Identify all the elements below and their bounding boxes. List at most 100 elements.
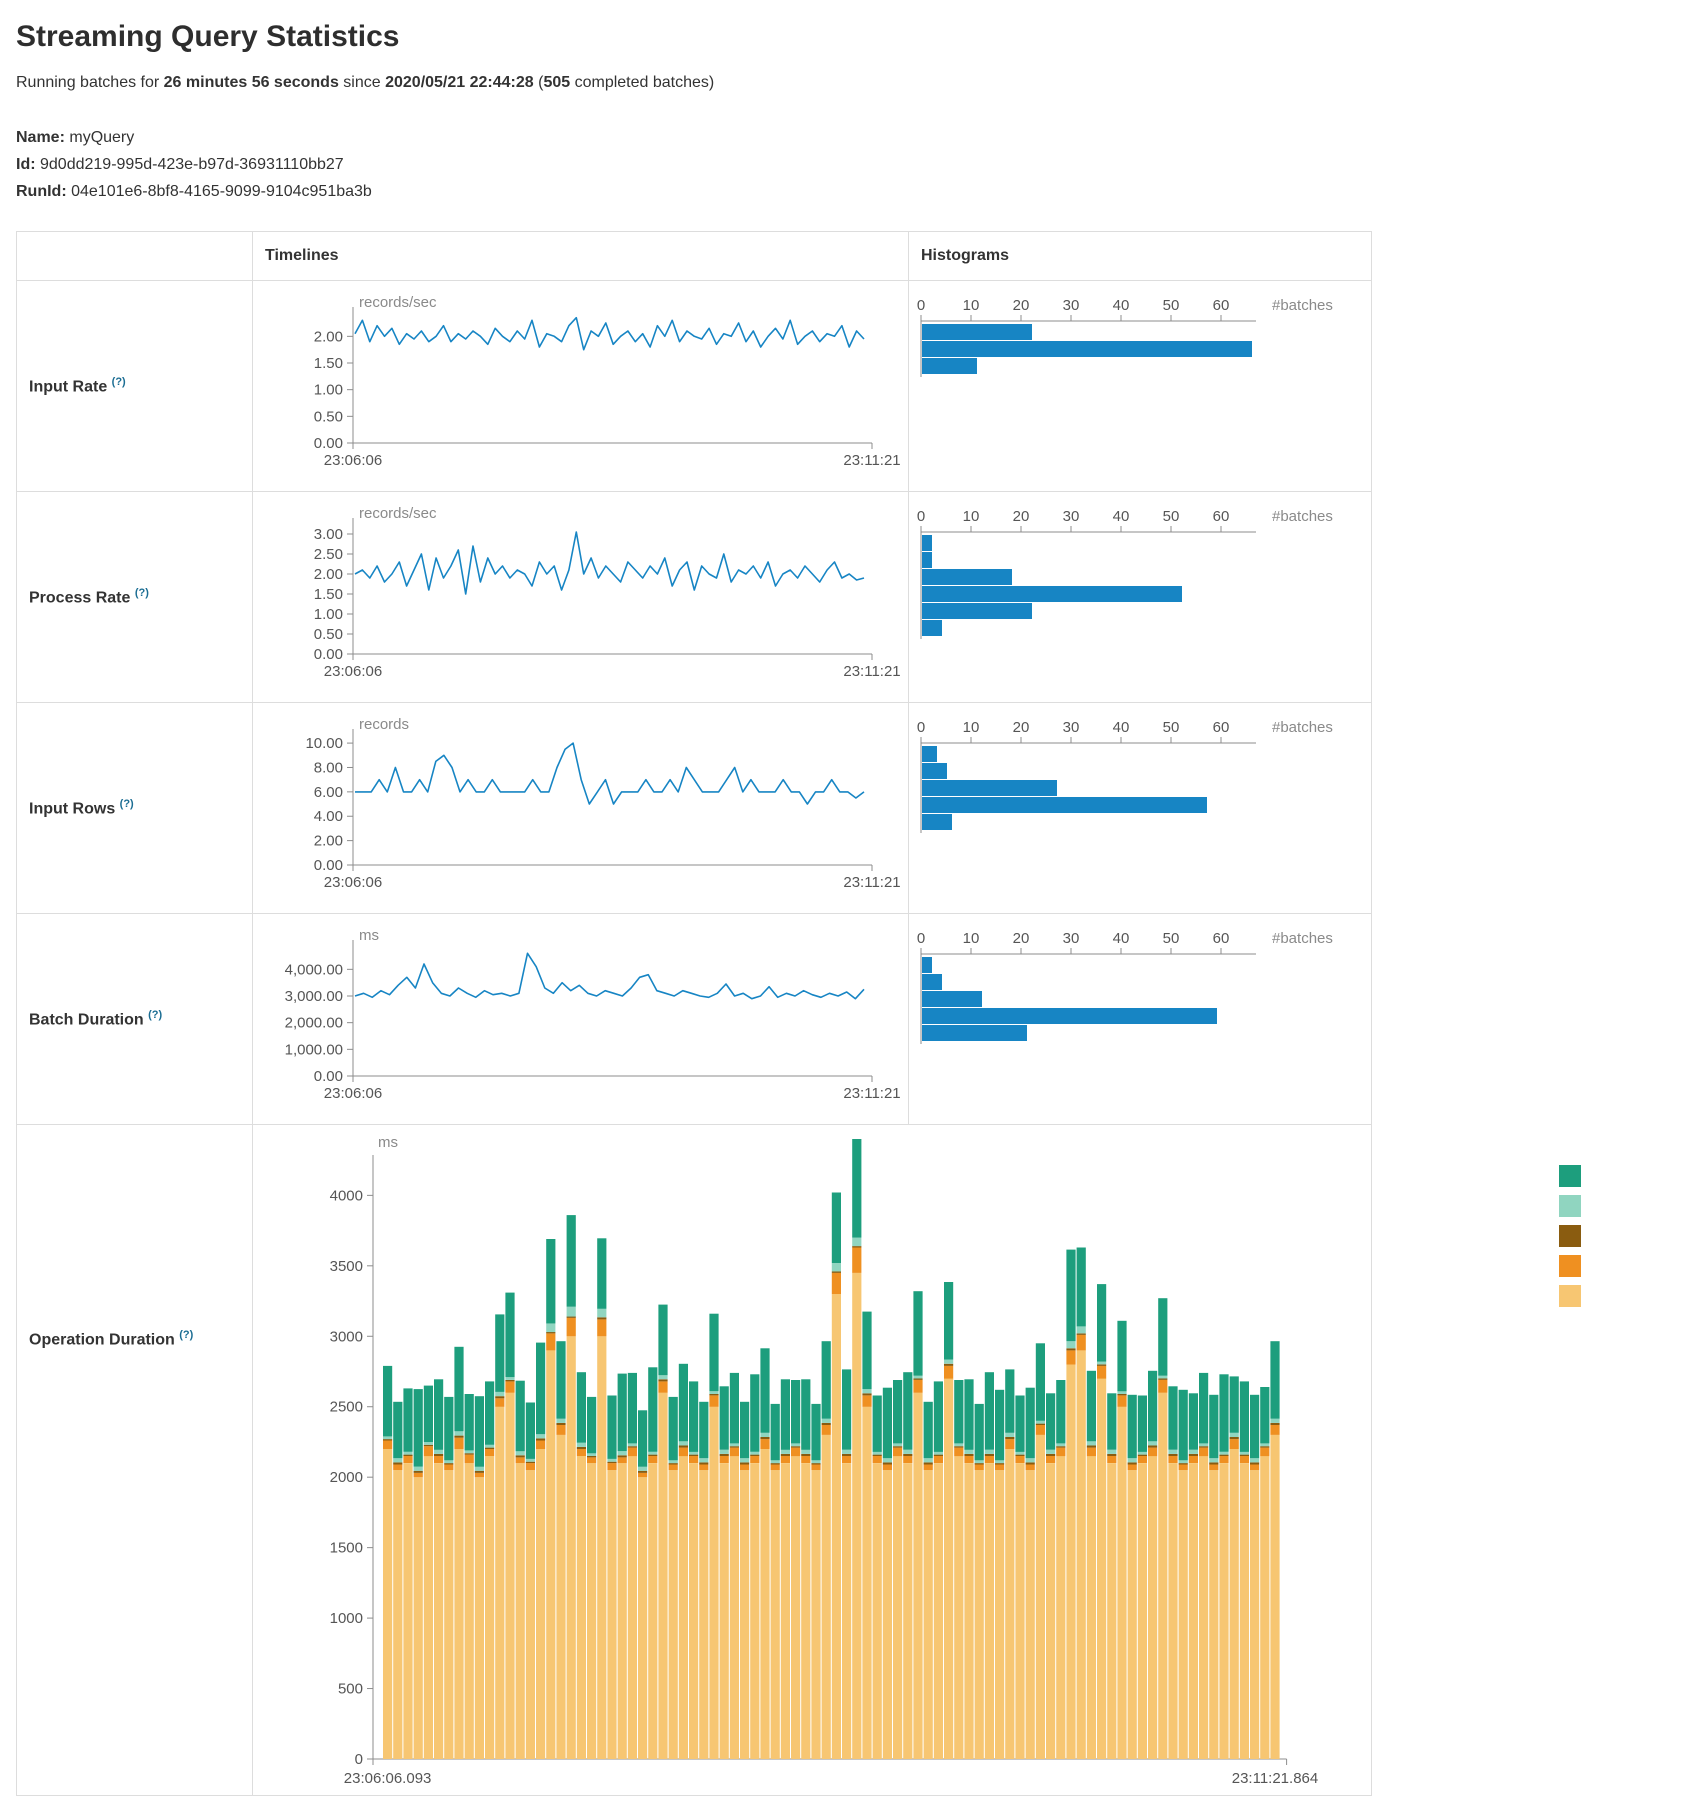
- stack-segment-series-tan: [505, 1392, 515, 1759]
- stack-segment-series-light-teal: [1005, 1432, 1015, 1437]
- stack-segment-series-orange: [1035, 1425, 1045, 1435]
- svg-text:10.00: 10.00: [305, 735, 343, 752]
- metric-label-text: Process Rate: [29, 589, 131, 607]
- stack-segment-series-teal: [515, 1380, 525, 1452]
- stack-segment-series-tan: [1270, 1434, 1280, 1759]
- histogram-bar: [922, 341, 1252, 357]
- stack-segment-series-light-teal: [648, 1451, 658, 1455]
- stack-segment-series-teal: [434, 1379, 444, 1450]
- stack-segment-series-tan: [1107, 1463, 1117, 1759]
- stack-segment-series-light-teal: [607, 1458, 617, 1462]
- stack-segment-series-dark-brown: [1188, 1453, 1198, 1456]
- stack-segment-series-dark-brown: [617, 1455, 627, 1458]
- stack-segment-series-orange: [566, 1318, 576, 1337]
- stack-segment-series-light-teal: [995, 1460, 1005, 1464]
- query-id-label: Id:: [16, 156, 36, 173]
- stack-segment-series-orange: [1097, 1365, 1107, 1379]
- stack-segment-series-dark-brown: [464, 1453, 474, 1455]
- stack-segment-series-dark-brown: [862, 1393, 872, 1396]
- stack-segment-series-tan: [627, 1456, 637, 1759]
- svg-text:records: records: [359, 716, 409, 733]
- stack-segment-series-teal: [1046, 1393, 1056, 1450]
- stack-segment-series-light-teal: [1046, 1449, 1056, 1454]
- metric-column-header: [16, 231, 253, 281]
- stack-segment-series-tan: [699, 1470, 709, 1759]
- stack-segment-series-orange: [393, 1464, 403, 1471]
- stack-segment-series-light-teal: [882, 1458, 892, 1463]
- stack-segment-series-dark-brown: [474, 1470, 484, 1473]
- stack-segment-series-dark-brown: [709, 1394, 719, 1396]
- svg-text:60: 60: [1213, 930, 1230, 947]
- batch-duration-help-icon[interactable]: (?): [148, 1008, 163, 1021]
- stack-segment-series-light-teal: [699, 1458, 709, 1463]
- operation-duration-help-icon[interactable]: (?): [179, 1328, 194, 1341]
- stack-segment-series-teal: [770, 1403, 780, 1461]
- stack-segment-series-teal: [944, 1282, 954, 1360]
- stack-segment-series-tan: [862, 1406, 872, 1759]
- stack-segment-series-tan: [791, 1456, 801, 1759]
- stack-segment-series-orange: [893, 1447, 903, 1457]
- stack-segment-series-dark-brown: [719, 1453, 729, 1456]
- stack-segment-series-teal: [954, 1380, 964, 1444]
- svg-text:0: 0: [917, 508, 925, 525]
- stack-segment-series-light-teal: [423, 1442, 433, 1445]
- stack-segment-series-teal: [995, 1389, 1005, 1461]
- stack-segment-series-light-teal: [383, 1436, 393, 1440]
- stack-segment-series-dark-brown: [1015, 1454, 1025, 1456]
- operation-duration-chart: ms 0 500 1000 1500 2000 2500 3000 3500 4000 23:06:…: [330, 1134, 1581, 1787]
- stack-segment-series-light-teal: [740, 1458, 750, 1463]
- stack-segment-series-tan: [576, 1456, 586, 1759]
- stack-segment-series-tan: [1148, 1456, 1158, 1759]
- operation-duration-label: Operation Duration (?): [16, 1124, 253, 1796]
- stack-segment-series-orange: [750, 1456, 760, 1463]
- stack-segment-series-tan: [515, 1463, 525, 1759]
- page-title: Streaming Query Statistics: [16, 20, 400, 53]
- stack-segment-series-tan: [556, 1434, 566, 1759]
- stack-segment-series-tan: [801, 1463, 811, 1759]
- svg-text:4.00: 4.00: [314, 808, 343, 825]
- stack-segment-series-teal: [627, 1372, 637, 1444]
- stack-segment-series-orange: [536, 1440, 546, 1449]
- stack-segment-series-orange: [546, 1333, 556, 1351]
- svg-text:23:06:06: 23:06:06: [324, 874, 382, 891]
- stack-segment-series-teal: [485, 1381, 495, 1445]
- stack-segment-series-tan: [770, 1470, 780, 1759]
- stack-segment-series-light-teal: [1148, 1441, 1158, 1446]
- stack-segment-series-light-teal: [627, 1443, 637, 1447]
- svg-text:2,000.00: 2,000.00: [285, 1015, 343, 1032]
- stack-segment-series-teal: [444, 1396, 454, 1461]
- svg-text:0: 0: [917, 297, 925, 314]
- stack-segment-series-light-teal: [393, 1458, 403, 1463]
- stack-segment-series-teal: [638, 1410, 648, 1467]
- stack-segment-series-orange: [984, 1456, 994, 1463]
- stack-segment-series-light-teal: [689, 1451, 699, 1455]
- input-rate-help-icon[interactable]: (?): [111, 375, 126, 388]
- stack-segment-series-tan: [882, 1470, 892, 1759]
- stack-segment-series-light-teal: [1086, 1441, 1096, 1446]
- stack-segment-series-tan: [933, 1463, 943, 1759]
- stack-segment-series-tan: [1005, 1449, 1015, 1759]
- svg-text:1,000.00: 1,000.00: [285, 1041, 343, 1058]
- stack-segment-series-tan: [1046, 1463, 1056, 1759]
- stack-segment-series-light-teal: [791, 1443, 801, 1447]
- legend-swatch: [1559, 1285, 1581, 1307]
- svg-text:2.50: 2.50: [314, 546, 343, 563]
- stack-segment-series-orange: [403, 1456, 413, 1463]
- stack-segment-series-dark-brown: [1107, 1453, 1117, 1456]
- stack-segment-series-dark-brown: [791, 1446, 801, 1448]
- stack-segment-series-orange: [1270, 1425, 1280, 1435]
- stack-segment-series-dark-brown: [485, 1447, 495, 1449]
- stack-segment-series-tan: [393, 1470, 403, 1759]
- stack-segment-series-orange: [495, 1398, 505, 1407]
- svg-text:4,000.00: 4,000.00: [285, 961, 343, 978]
- histogram-bar: [922, 1008, 1217, 1024]
- stack-segment-series-tan: [423, 1456, 433, 1759]
- input-rows-help-icon[interactable]: (?): [119, 797, 134, 810]
- stack-segment-series-orange: [434, 1456, 444, 1463]
- stack-segment-series-orange: [1137, 1456, 1147, 1463]
- stack-segment-series-dark-brown: [811, 1463, 821, 1465]
- stack-segment-series-orange: [1107, 1456, 1117, 1463]
- stack-segment-series-teal: [1137, 1395, 1147, 1452]
- process-rate-help-icon[interactable]: (?): [134, 586, 149, 599]
- stack-segment-series-light-teal: [862, 1389, 872, 1394]
